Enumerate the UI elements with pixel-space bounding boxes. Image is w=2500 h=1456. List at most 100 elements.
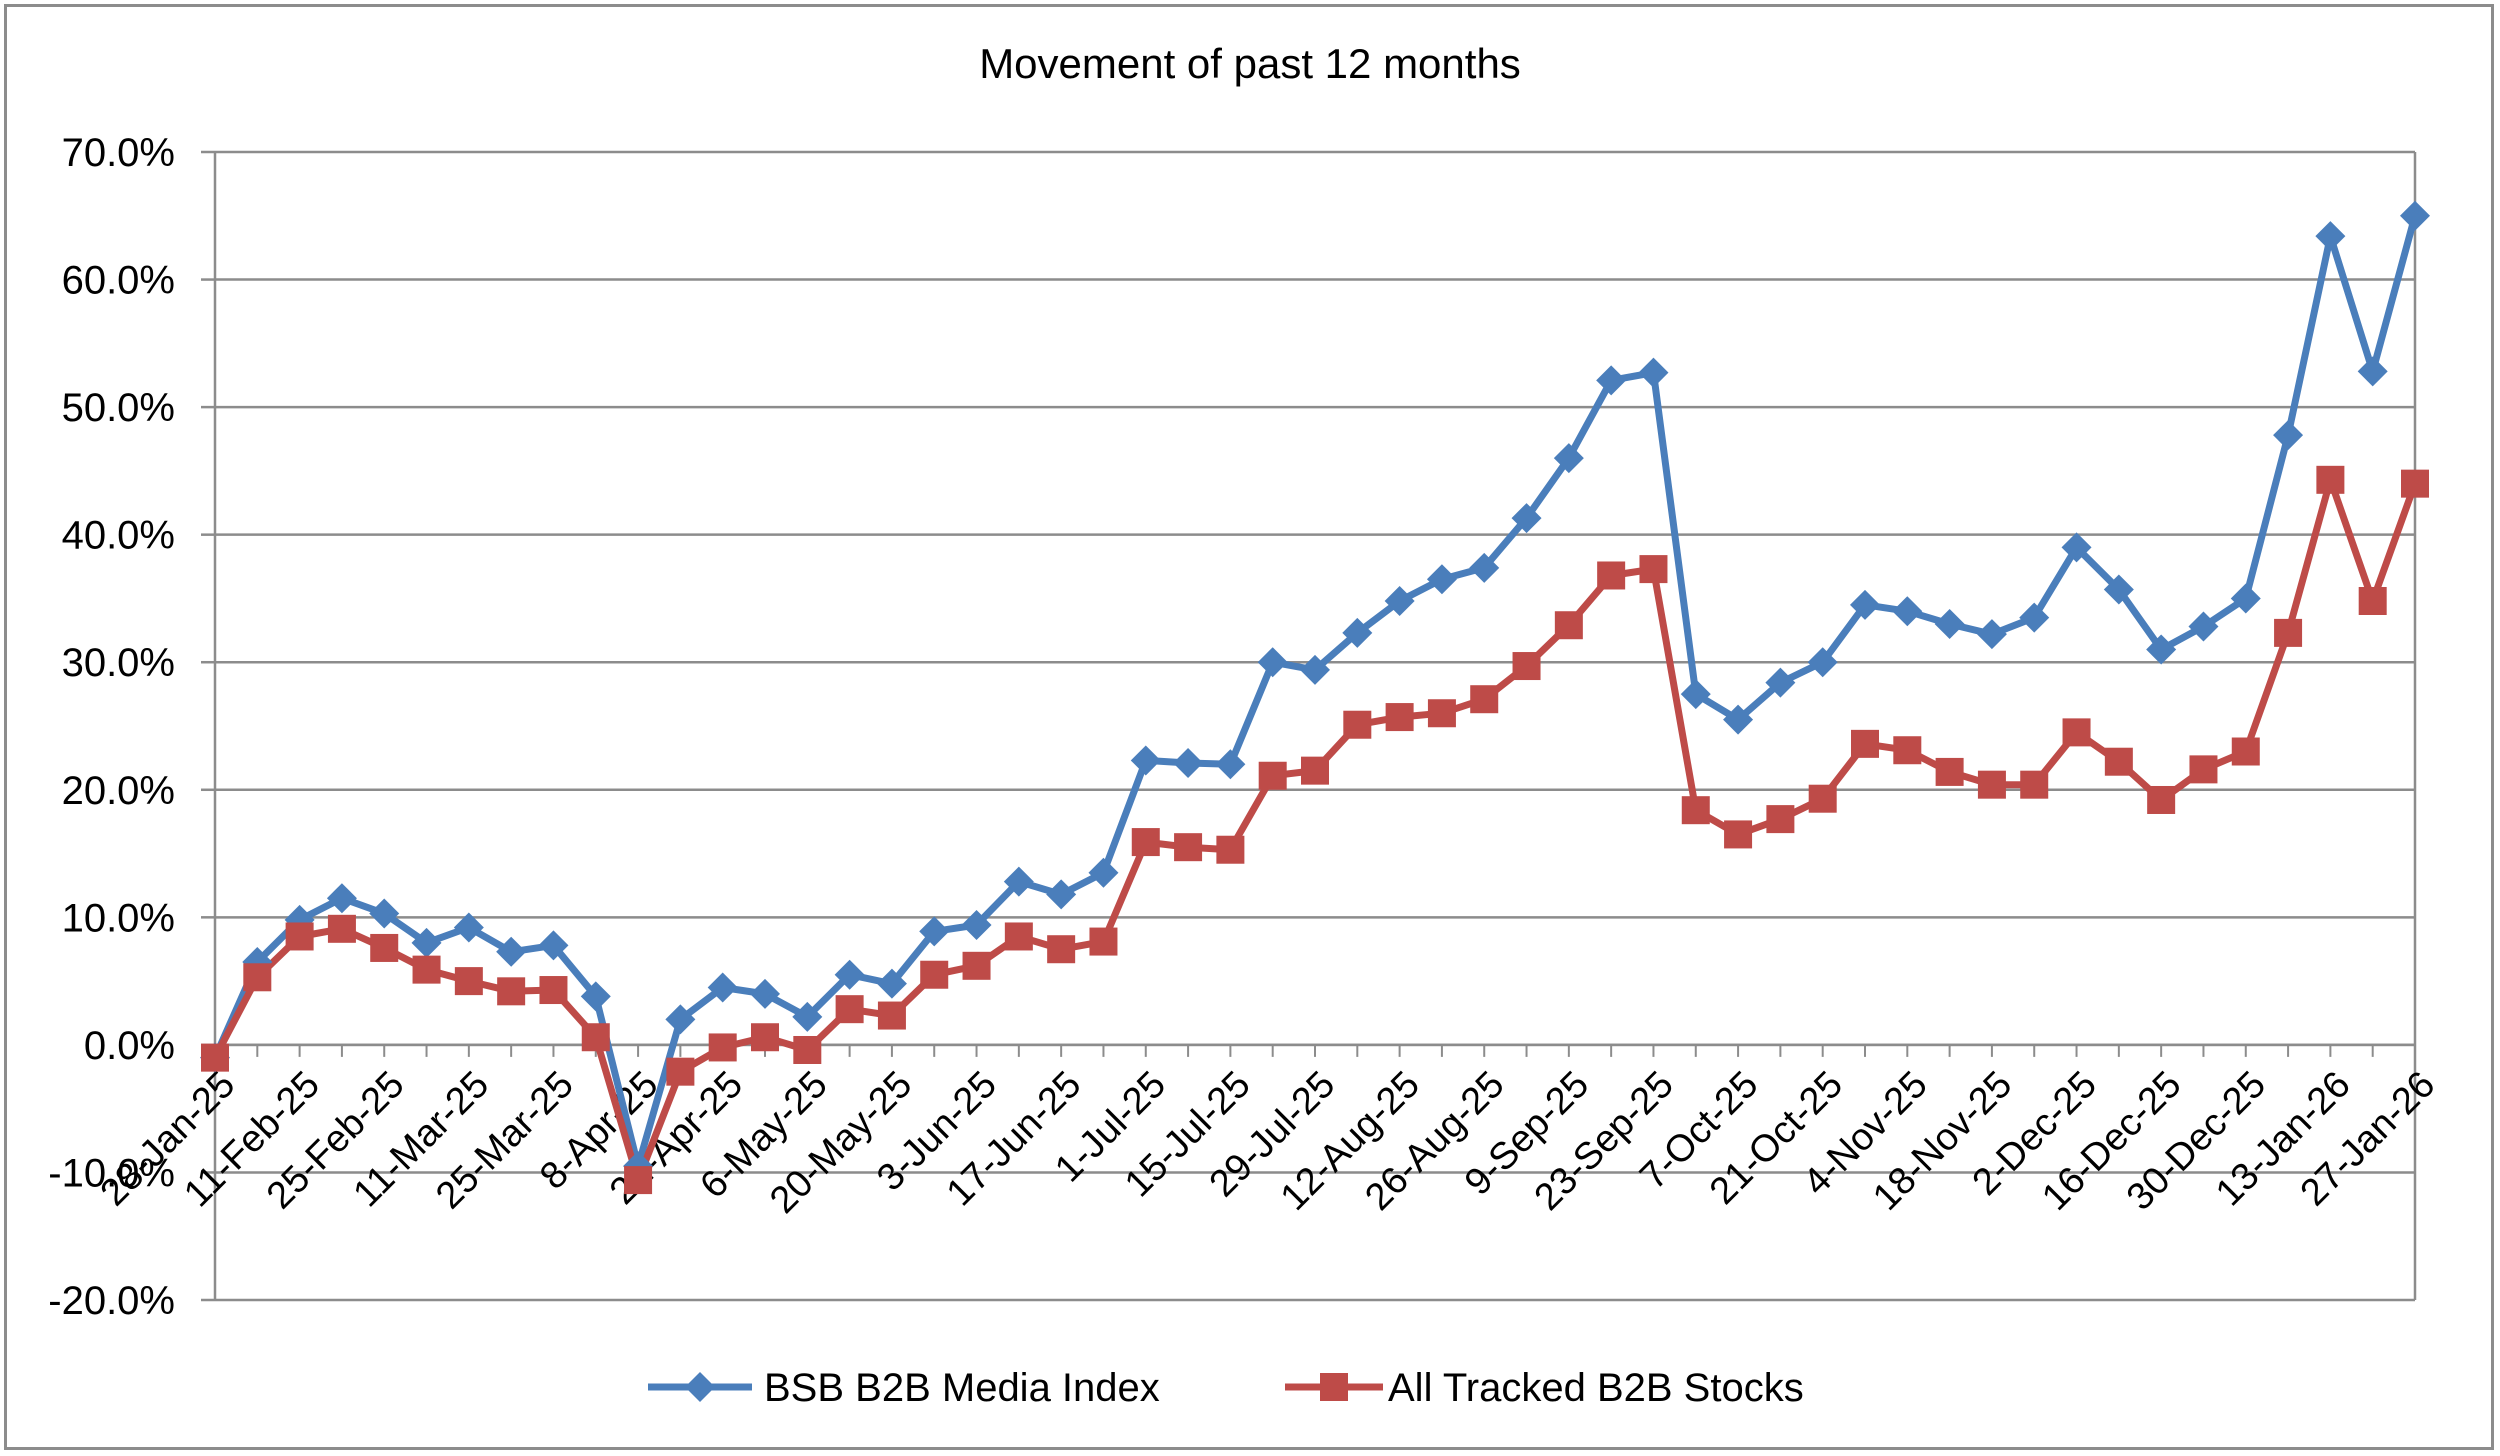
- data-point-square: [793, 1035, 822, 1064]
- data-point-square: [539, 976, 568, 1005]
- data-point-diamond: [1046, 879, 1077, 910]
- y-tick-label: -20.0%: [48, 1279, 175, 1323]
- data-point-diamond: [707, 972, 738, 1003]
- data-point-square: [454, 967, 483, 996]
- data-point-square: [1893, 736, 1922, 765]
- series-markers: [200, 200, 2430, 1195]
- data-point-square: [1935, 757, 1964, 786]
- legend-label-bsb: BSB B2B Media Index: [764, 1366, 1160, 1410]
- data-point-diamond: [580, 981, 611, 1012]
- data-point-diamond: [1553, 443, 1584, 474]
- y-tick-label: -10.0%: [48, 1151, 175, 1195]
- data-point-diamond: [1300, 654, 1330, 685]
- data-point-diamond: [2146, 634, 2177, 665]
- data-point-square: [1258, 761, 1287, 790]
- data-point-square: [285, 922, 314, 951]
- data-point-square: [1047, 935, 1076, 964]
- y-tick-label: 60.0%: [62, 259, 175, 303]
- data-point-square: [1597, 561, 1626, 590]
- data-point-square: [835, 995, 864, 1024]
- data-point-diamond: [2273, 420, 2304, 451]
- data-point-diamond: [2061, 532, 2092, 563]
- data-point-diamond: [1807, 647, 1838, 678]
- data-point-square: [920, 960, 949, 989]
- data-point-diamond: [1892, 596, 1923, 627]
- data-point-square: [1512, 652, 1541, 681]
- data-point-diamond: [876, 968, 907, 999]
- data-point-diamond: [2357, 356, 2388, 387]
- data-point-diamond: [1765, 667, 1796, 698]
- data-point-diamond: [1638, 357, 1669, 388]
- y-axis-ticks: 70.0% 60.0% 50.0% 40.0% 30.0% 20.0% 10.0% 0.0% -…: [48, 131, 215, 1323]
- data-point-diamond: [453, 912, 484, 943]
- data-point-diamond: [1680, 679, 1711, 710]
- legend: BSB B2B Media Index All Tracked B2B Stoc…: [648, 1366, 1804, 1410]
- data-point-square: [243, 963, 272, 992]
- data-point-square: [2316, 465, 2345, 494]
- data-point-diamond: [1469, 552, 1500, 583]
- data-point-square: [1766, 805, 1795, 834]
- data-point-diamond: [1257, 647, 1288, 678]
- data-point-square: [1301, 756, 1329, 785]
- data-point-square: [1808, 784, 1837, 813]
- data-point-diamond: [1850, 589, 1880, 620]
- data-point-diamond: [2230, 583, 2261, 614]
- data-point-square: [877, 1001, 906, 1030]
- data-point-square: [1639, 555, 1668, 584]
- y-tick-label: 40.0%: [62, 514, 175, 558]
- data-point-diamond: [326, 883, 357, 914]
- data-point-diamond: [1130, 745, 1161, 776]
- data-point-square: [412, 955, 441, 984]
- data-point-diamond: [919, 916, 950, 947]
- legend-item-bsb-b2b-media-index[interactable]: BSB B2B Media Index: [648, 1366, 1160, 1410]
- data-point-diamond: [2188, 611, 2219, 642]
- data-point-square: [1851, 729, 1879, 758]
- data-point-diamond: [750, 978, 780, 1009]
- data-point-square: [2104, 747, 2133, 776]
- data-point-diamond: [1384, 585, 1415, 616]
- data-point-square: [1427, 699, 1456, 728]
- data-point-square: [370, 933, 399, 962]
- data-point-square: [2062, 718, 2091, 747]
- y-tick-label: 20.0%: [62, 769, 175, 813]
- series-lines: [211, 214, 2419, 1184]
- data-point-square: [962, 951, 991, 980]
- data-point-square: [2189, 755, 2218, 784]
- series-line-0: [211, 214, 2419, 1170]
- data-point-diamond: [1173, 747, 1204, 778]
- data-point-diamond: [1215, 749, 1246, 780]
- data-point-square: [2147, 785, 2176, 814]
- chart-title: Movement of past 12 months: [979, 40, 1521, 87]
- data-point-square: [666, 1057, 695, 1086]
- data-point-diamond: [1088, 857, 1119, 888]
- data-point-square: [1216, 835, 1245, 864]
- data-point-square: [327, 914, 356, 943]
- data-point-square: [1554, 611, 1583, 640]
- data-point-diamond: [1342, 617, 1373, 648]
- data-point-square: [708, 1033, 737, 1062]
- data-point-diamond: [1976, 619, 2007, 650]
- data-point-square: [624, 1166, 653, 1195]
- data-point-square: [751, 1023, 779, 1052]
- data-point-square: [2020, 770, 2049, 799]
- data-point-diamond: [1003, 866, 1034, 897]
- data-point-square: [1131, 828, 1160, 857]
- x-axis-ticks: 28-Jan-2511-Feb-2525-Feb-2511-Mar-2525-M…: [93, 1043, 2443, 1222]
- data-point-square: [2231, 737, 2260, 766]
- data-point-square: [1385, 703, 1414, 732]
- y-tick-label: 10.0%: [62, 896, 175, 940]
- y-tick-label: 0.0%: [84, 1024, 175, 1068]
- legend-label-all-tracked: All Tracked B2B Stocks: [1388, 1366, 1804, 1410]
- data-point-diamond: [961, 909, 992, 940]
- y-tick-label: 50.0%: [62, 386, 175, 430]
- data-point-diamond: [538, 930, 569, 961]
- data-point-diamond: [1511, 503, 1542, 534]
- data-point-square: [2401, 469, 2429, 498]
- data-point-diamond: [369, 898, 400, 929]
- data-point-square: [1470, 685, 1499, 714]
- data-point-diamond: [1596, 365, 1627, 396]
- data-point-square: [1977, 770, 2006, 799]
- legend-item-all-tracked-b2b-stocks[interactable]: All Tracked B2B Stocks: [1285, 1366, 1804, 1410]
- axes: [213, 152, 2417, 1302]
